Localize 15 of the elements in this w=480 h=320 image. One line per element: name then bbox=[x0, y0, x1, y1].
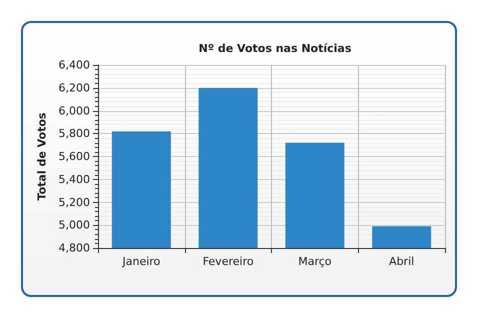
y-axis-title: Total de Votos bbox=[36, 112, 49, 200]
x-tick-label: Fevereiro bbox=[202, 255, 254, 268]
y-tick-label: 4,800 bbox=[58, 242, 90, 254]
chart-title: Nº de Votos nas Notícias bbox=[198, 42, 352, 55]
y-tick-label: 6,200 bbox=[58, 81, 90, 94]
y-tick-label: 5,600 bbox=[58, 150, 90, 163]
y-tick-label: 5,400 bbox=[58, 172, 90, 186]
y-tick-label: 6,000 bbox=[58, 104, 90, 118]
x-tick-label: Janeiro bbox=[121, 255, 161, 268]
y-tick-label: 5,000 bbox=[58, 218, 90, 232]
y-tick-label: 5,800 bbox=[58, 127, 90, 140]
y-tick-label: 6,400 bbox=[58, 58, 90, 72]
y-tick-label: 5,200 bbox=[58, 196, 90, 209]
x-tick-label: Abril bbox=[389, 255, 414, 268]
x-tick-label: Março bbox=[298, 255, 332, 268]
